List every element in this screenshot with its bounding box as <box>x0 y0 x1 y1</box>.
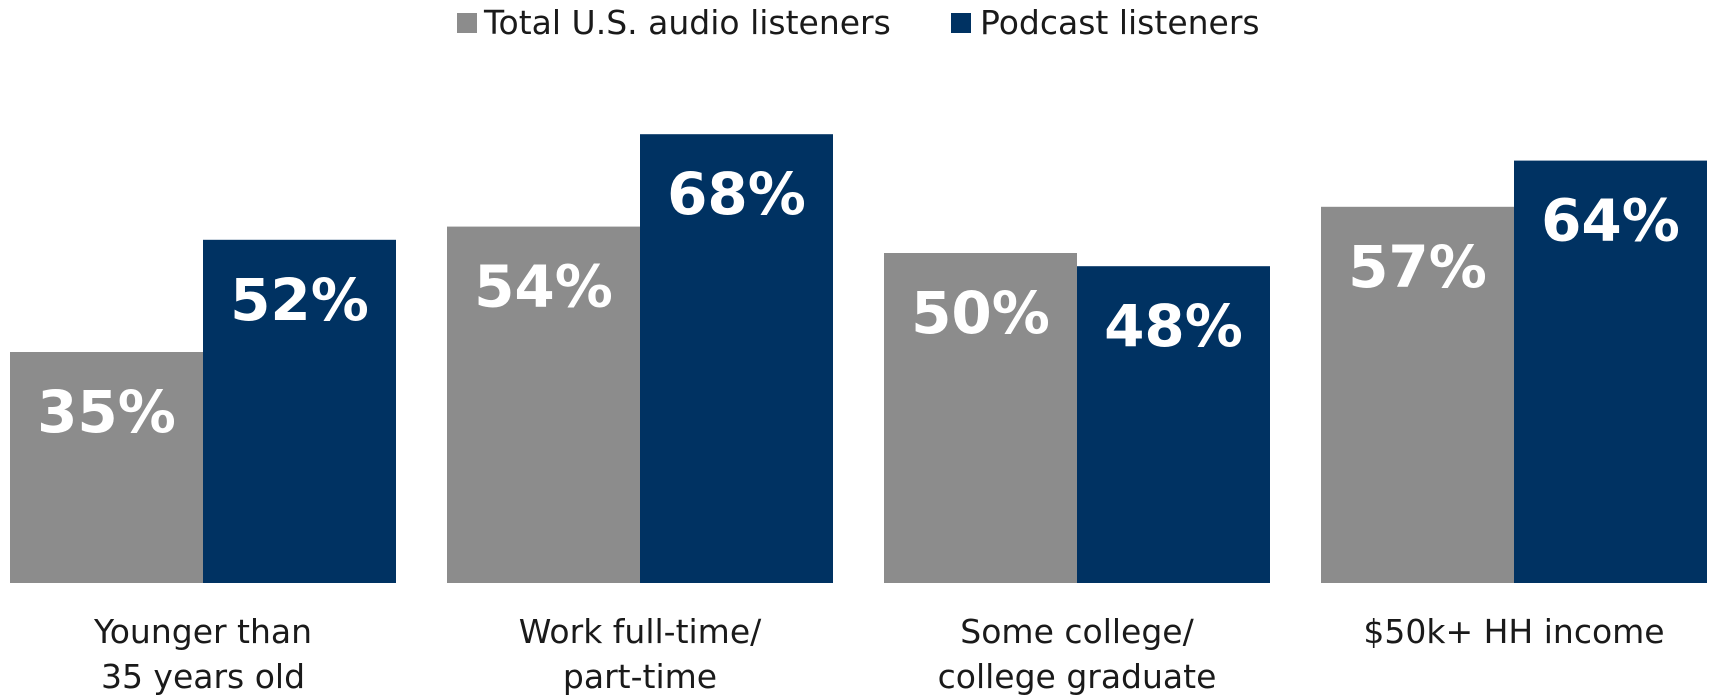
legend-label-total: Total U.S. audio listeners <box>483 3 891 42</box>
data-label-podcast-1: 68% <box>667 160 806 228</box>
plot-area: 35% 52% Younger than 35 years old 54% 68% Work… <box>10 134 1707 696</box>
legend-label-podcast: Podcast listeners <box>980 3 1260 42</box>
data-label-total-0: 35% <box>37 378 176 446</box>
bar-podcast-0 <box>203 239 396 584</box>
legend-swatch-total <box>457 13 477 33</box>
category-label-0-line-0: Younger than <box>93 612 312 651</box>
category-label-0-line-1: 35 years old <box>101 657 305 696</box>
data-label-total-3: 57% <box>1348 233 1487 301</box>
legend-swatch-podcast <box>951 13 971 33</box>
data-label-podcast-0: 52% <box>230 266 369 334</box>
bar-total-1 <box>447 226 640 583</box>
category-label-3-line-0: $50k+ HH income <box>1363 612 1664 651</box>
bar-total-3 <box>1321 206 1514 584</box>
category-label-1-line-1: part-time <box>563 657 717 696</box>
data-label-podcast-3: 64% <box>1541 187 1680 255</box>
bar-total-0 <box>10 352 203 583</box>
data-label-total-1: 54% <box>474 253 613 321</box>
legend: Total U.S. audio listeners Podcast liste… <box>457 3 1260 42</box>
category-label-1-line-0: Work full-time/ <box>519 612 762 651</box>
data-label-total-2: 50% <box>911 279 1050 347</box>
bar-podcast-1 <box>640 134 833 583</box>
category-label-2-line-1: college graduate <box>938 657 1217 696</box>
data-label-podcast-2: 48% <box>1104 292 1243 360</box>
category-label-2-line-0: Some college/ <box>960 612 1194 651</box>
bar-podcast-2 <box>1077 266 1270 583</box>
bar-total-2 <box>884 253 1077 583</box>
bar-podcast-3 <box>1514 160 1707 583</box>
